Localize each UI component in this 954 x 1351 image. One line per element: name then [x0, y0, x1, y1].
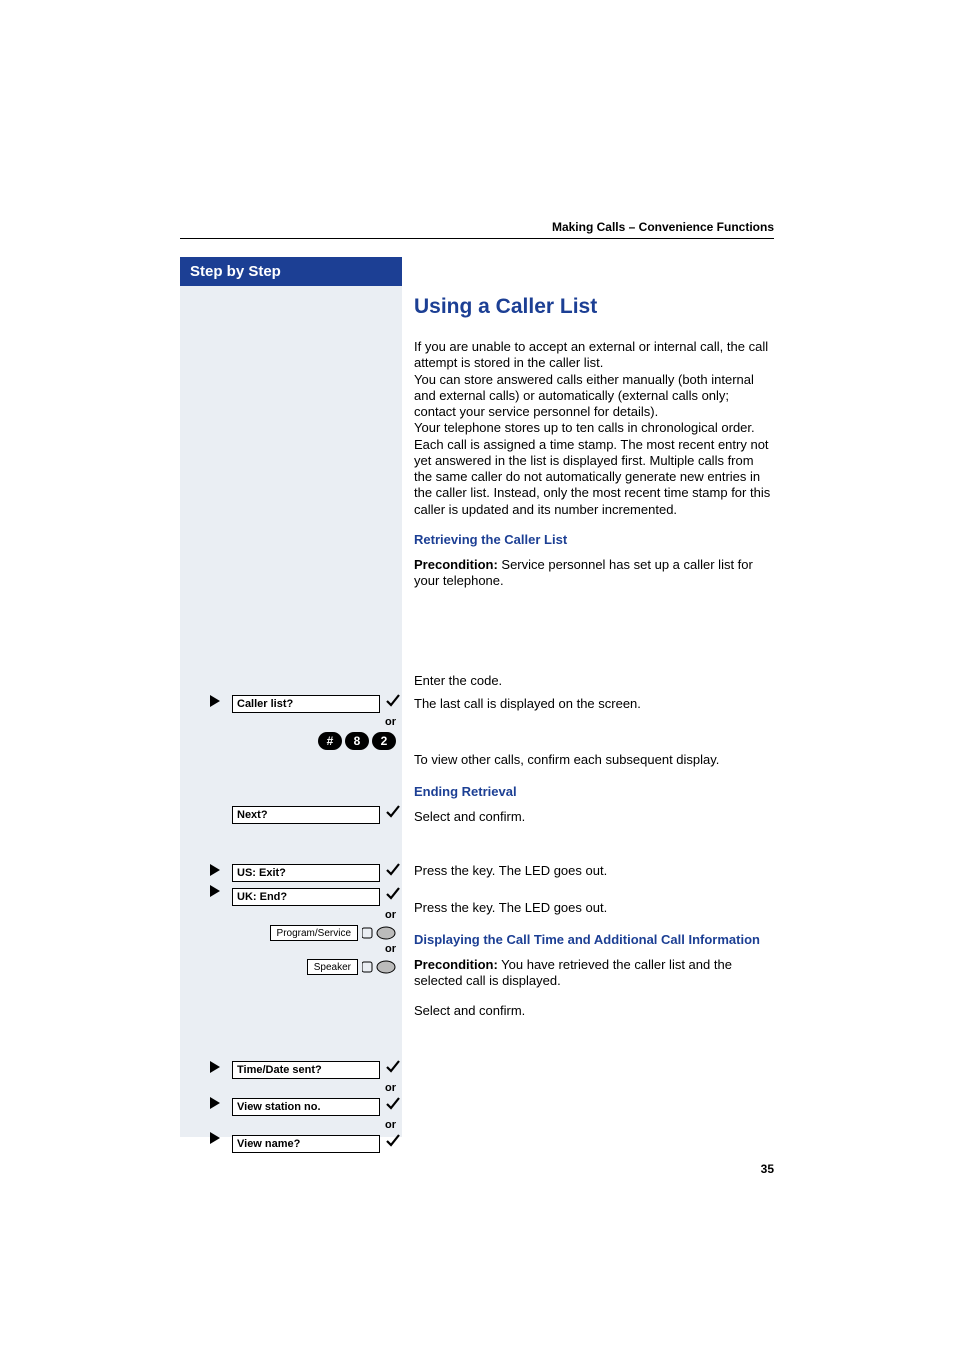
or-label: or	[180, 1119, 402, 1131]
svg-text:2: 2	[381, 734, 388, 748]
arrow-right-icon	[210, 864, 220, 876]
key-led-icon	[362, 926, 396, 940]
program-service-button[interactable]: Program/Service	[270, 925, 358, 941]
or-label: or	[180, 909, 402, 921]
precondition-label: Precondition:	[414, 557, 498, 572]
check-icon	[384, 1059, 402, 1080]
main-content: Using a Caller List If you are unable to…	[414, 257, 774, 1026]
sidebar-title: Step by Step	[180, 257, 402, 286]
step-caller-list: Caller list? or # 8 2	[180, 693, 402, 750]
sub-heading-retrieving: Retrieving the Caller List	[414, 532, 774, 547]
page-number: 35	[761, 1162, 774, 1176]
program-service-key-row: Program/Service	[180, 925, 402, 941]
or-label: or	[180, 943, 402, 955]
sub-heading-ending: Ending Retrieval	[414, 784, 774, 799]
check-icon	[384, 1133, 402, 1154]
or-label: or	[180, 716, 402, 728]
step-exit: US: Exit? UK: End? or Program/Service or…	[180, 862, 402, 975]
display-caller-list: Caller list?	[232, 695, 380, 713]
arrow-right-icon	[210, 1097, 220, 1109]
check-icon	[384, 693, 402, 714]
two-key-icon[interactable]: 2	[372, 732, 396, 750]
last-call-text: The last call is displayed on the screen…	[414, 696, 774, 712]
step-next: Next?	[180, 804, 402, 825]
select-confirm-1: Select and confirm.	[414, 809, 774, 825]
check-icon	[384, 1096, 402, 1117]
check-icon	[384, 804, 402, 825]
arrow-right-icon	[210, 1132, 220, 1144]
display-view-station: View station no.	[232, 1098, 380, 1116]
speaker-key-row: Speaker	[180, 959, 402, 975]
enter-code-text: Enter the code.	[414, 673, 774, 689]
eight-key-icon[interactable]: 8	[345, 732, 369, 750]
intro-text: If you are unable to accept an external …	[414, 339, 774, 518]
precondition-2: Precondition: You have retrieved the cal…	[414, 957, 774, 990]
step-time-date: Time/Date sent? or View station no. or V…	[180, 1059, 402, 1154]
display-next: Next?	[232, 806, 380, 824]
key-led-icon	[362, 960, 396, 974]
check-icon	[384, 862, 402, 883]
precondition-1: Precondition: Service personnel has set …	[414, 557, 774, 590]
display-us-exit: US: Exit?	[232, 864, 380, 882]
display-time-date: Time/Date sent?	[232, 1061, 380, 1079]
view-other-text: To view other calls, confirm each subseq…	[414, 752, 774, 768]
breadcrumb: Making Calls – Convenience Functions	[552, 220, 774, 234]
hash-key-icon[interactable]: #	[318, 732, 342, 750]
sub-heading-display-info: Displaying the Call Time and Additional …	[414, 932, 774, 947]
arrow-right-icon	[210, 1061, 220, 1073]
press-key-2: Press the key. The LED goes out.	[414, 900, 774, 916]
press-key-1: Press the key. The LED goes out.	[414, 863, 774, 879]
or-label: or	[180, 1082, 402, 1094]
select-confirm-2: Select and confirm.	[414, 1003, 774, 1019]
speaker-button[interactable]: Speaker	[307, 959, 358, 975]
page-header: Making Calls – Convenience Functions	[180, 220, 774, 239]
precondition-label: Precondition:	[414, 957, 498, 972]
arrow-right-icon	[210, 885, 220, 897]
check-icon	[384, 886, 402, 907]
svg-text:#: #	[327, 734, 334, 748]
svg-text:8: 8	[354, 734, 361, 748]
display-uk-end: UK: End?	[232, 888, 380, 906]
arrow-right-icon	[210, 695, 220, 707]
display-view-name: View name?	[232, 1135, 380, 1153]
code-keys: # 8 2	[180, 732, 402, 750]
section-title: Using a Caller List	[414, 295, 774, 319]
